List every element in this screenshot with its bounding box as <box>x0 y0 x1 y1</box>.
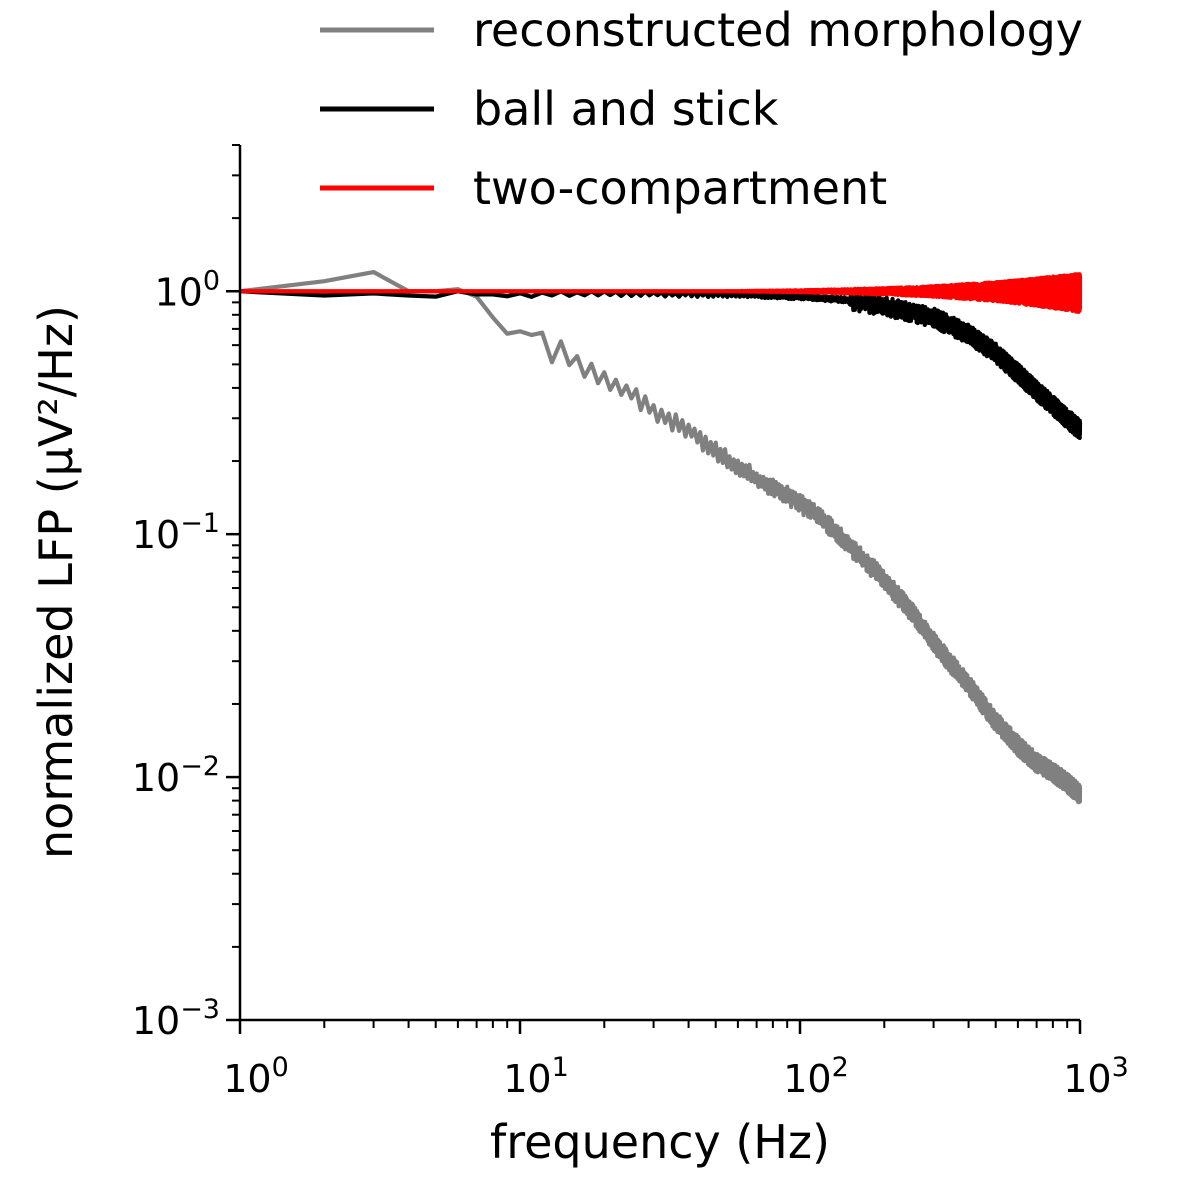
axes-layer: 100 101 102 103 10−3 10−2 10−1 100 <box>132 144 1129 1101</box>
x-tick-label: 100 <box>223 1052 289 1101</box>
x-tick-label: 102 <box>783 1052 849 1101</box>
legend-label-ball-and-stick: ball and stick <box>473 82 779 136</box>
y-tick-label: 10−3 <box>132 994 220 1043</box>
x-tick-label: 101 <box>503 1052 569 1101</box>
series-line-ball-and-stick <box>239 289 1083 441</box>
legend-label-two-compartment: two-compartment <box>473 161 887 215</box>
y-tick-label: 100 <box>154 265 220 314</box>
y-tick-label: 10−1 <box>132 508 220 557</box>
series-line-reconstructed-morphology <box>239 269 1083 805</box>
x-axis-label: frequency (Hz) <box>490 1115 830 1169</box>
y-axis-label: normalized LFP (µV²/Hz) <box>29 305 83 859</box>
y-tick-label: 10−2 <box>132 751 220 800</box>
legend: reconstructed morphology ball and stick tw… <box>320 3 1083 215</box>
legend-label-reconstructed-morphology: reconstructed morphology <box>473 3 1083 57</box>
data-layer <box>239 269 1083 805</box>
series-line-two-compartment <box>240 272 1083 314</box>
x-tick-label: 103 <box>1063 1052 1129 1101</box>
